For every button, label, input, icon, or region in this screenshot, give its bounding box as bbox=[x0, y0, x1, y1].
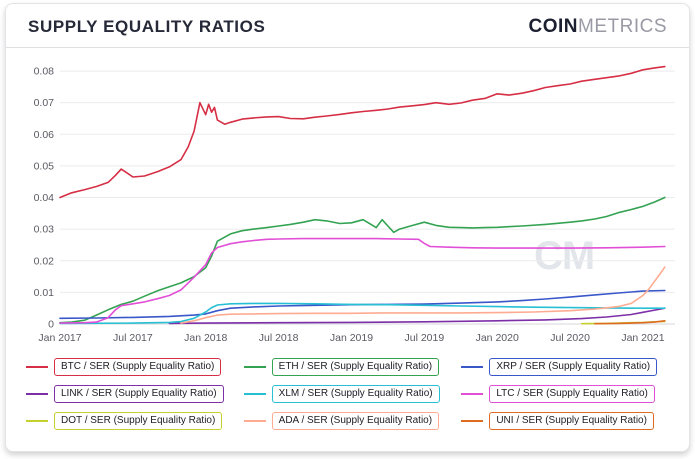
y-axis-tick-label: 0 bbox=[48, 319, 54, 331]
y-axis-tick-label: 0.05 bbox=[34, 160, 55, 172]
y-axis-tick-label: 0.06 bbox=[34, 129, 55, 141]
y-axis-tick-label: 0.08 bbox=[34, 66, 55, 78]
y-axis-tick-label: 0.04 bbox=[34, 192, 55, 204]
legend-label-xrp: XRP / SER (Supply Equality Ratio) bbox=[489, 358, 658, 376]
chart-area: CM 0 0.01 0.02 0.03 0.04 0.05 0.06 0.07 0.08 Jan … bbox=[6, 48, 689, 348]
header-divider bbox=[6, 47, 689, 48]
legend: BTC / SER (Supply Equality Ratio) ETH / S… bbox=[6, 348, 689, 434]
x-axis-tick-label: Jul 2019 bbox=[404, 332, 444, 344]
x-axis-tick-label: Jan 2017 bbox=[38, 332, 81, 344]
legend-line-swatch-dot bbox=[26, 420, 48, 422]
legend-item-xrp[interactable]: XRP / SER (Supply Equality Ratio) bbox=[461, 358, 675, 376]
legend-label-xlm: XLM / SER (Supply Equality Ratio) bbox=[271, 385, 440, 403]
legend-label-link: LINK / SER (Supply Equality Ratio) bbox=[54, 385, 224, 403]
series-line-xlm bbox=[59, 302, 666, 325]
card-header: SUPPLY EQUALITY RATIOS COINMETRICS bbox=[6, 4, 689, 47]
legend-item-link[interactable]: LINK / SER (Supply Equality Ratio) bbox=[26, 385, 240, 403]
coinmetrics-logo: COINMETRICS bbox=[529, 16, 668, 38]
legend-label-eth: ETH / SER (Supply Equality Ratio) bbox=[271, 358, 440, 376]
legend-line-swatch-ltc bbox=[461, 393, 484, 395]
x-axis-tick-label: Jul 2018 bbox=[259, 332, 299, 344]
legend-line-swatch-btc bbox=[26, 366, 48, 368]
legend-line-swatch-xlm bbox=[243, 393, 266, 395]
legend-label-ltc: LTC / SER (Supply Equality Ratio) bbox=[489, 385, 655, 403]
x-axis-tick-label: Jul 2017 bbox=[113, 332, 153, 344]
legend-line-swatch-ada bbox=[243, 420, 266, 422]
legend-item-ltc[interactable]: LTC / SER (Supply Equality Ratio) bbox=[461, 385, 675, 403]
series-line-btc bbox=[59, 65, 666, 199]
page-title: SUPPLY EQUALITY RATIOS bbox=[28, 17, 266, 36]
y-axis-tick-label: 0.03 bbox=[34, 224, 55, 236]
x-axis-tick-label: Jan 2021 bbox=[621, 332, 664, 344]
line-chart: 0 0.01 0.02 0.03 0.04 0.05 0.06 0.07 0.08 Jan 201… bbox=[34, 65, 675, 344]
legend-item-dot[interactable]: DOT / SER (Supply Equality Ratio) bbox=[26, 412, 240, 430]
legend-item-xlm[interactable]: XLM / SER (Supply Equality Ratio) bbox=[243, 385, 458, 403]
x-axis-tick-label: Jul 2020 bbox=[550, 332, 590, 344]
y-axis-tick-label: 0.01 bbox=[34, 287, 55, 299]
x-axis-tick-label: Jan 2020 bbox=[476, 332, 519, 344]
legend-item-eth[interactable]: ETH / SER (Supply Equality Ratio) bbox=[243, 358, 458, 376]
series-line-eth bbox=[59, 196, 666, 324]
series-line-uni bbox=[593, 319, 666, 325]
logo-coin: COIN bbox=[528, 16, 578, 37]
legend-item-ada[interactable]: ADA / SER (Supply Equality Ratio) bbox=[243, 412, 458, 430]
series-line-link bbox=[168, 307, 666, 325]
x-axis-tick-label: Jan 2018 bbox=[184, 332, 227, 344]
legend-line-swatch-eth bbox=[243, 366, 266, 368]
y-axis-tick-label: 0.02 bbox=[34, 255, 55, 267]
x-axis-tick-label: Jan 2019 bbox=[330, 332, 373, 344]
legend-line-swatch-link bbox=[26, 393, 48, 395]
series-line-ada bbox=[180, 266, 666, 324]
legend-label-uni: UNI / SER (Supply Equality Ratio) bbox=[489, 412, 654, 430]
legend-item-uni[interactable]: UNI / SER (Supply Equality Ratio) bbox=[461, 412, 675, 430]
legend-label-dot: DOT / SER (Supply Equality Ratio) bbox=[54, 412, 223, 430]
series-line-ltc bbox=[59, 237, 666, 324]
legend-line-swatch-uni bbox=[461, 420, 484, 422]
cm-watermark: CM bbox=[534, 234, 595, 278]
legend-line-swatch-xrp bbox=[461, 366, 484, 368]
y-axis-tick-label: 0.07 bbox=[34, 97, 55, 109]
legend-item-btc[interactable]: BTC / SER (Supply Equality Ratio) bbox=[26, 358, 240, 376]
logo-metrics: METRICS bbox=[578, 16, 667, 37]
legend-label-ada: ADA / SER (Supply Equality Ratio) bbox=[271, 412, 440, 430]
legend-label-btc: BTC / SER (Supply Equality Ratio) bbox=[54, 358, 222, 376]
